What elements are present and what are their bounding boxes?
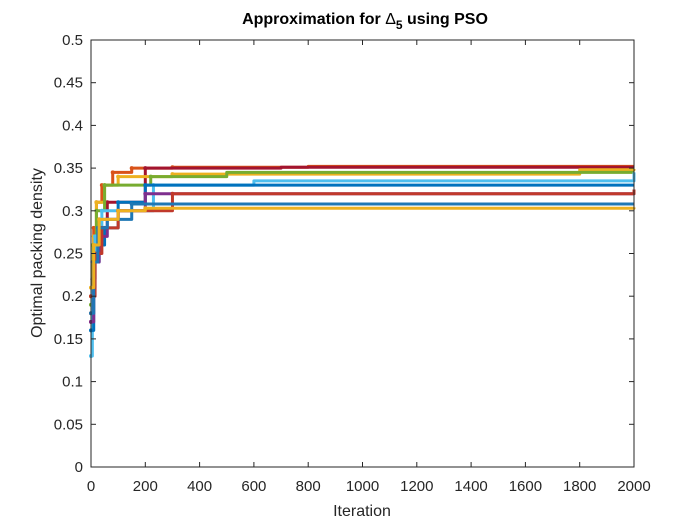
x-tick-label: 1600 [509,478,542,495]
chart-title-subscript: 5 [396,18,403,32]
series-point [170,172,175,177]
x-axis-label: Iteration [333,503,391,520]
series-point [116,208,121,213]
x-tick-label: 1200 [400,478,433,495]
chart-title-suffix: using PSO [403,11,488,28]
y-tick-label: 0.25 [54,246,83,263]
y-tick-label: 0.2 [62,288,83,305]
series-point [97,217,102,222]
series-point [143,191,148,196]
x-tick-label: 1400 [454,478,487,495]
y-tick-label: 0.3 [62,203,83,220]
y-axis-label: Optimal packing density [29,168,46,338]
y-tick-label: 0.5 [62,32,83,49]
series-point [93,234,98,239]
y-tick-label: 0 [75,459,83,476]
series-point [91,225,96,230]
x-axis: 0 200 400 600 800 1000 1200 1400 1600 1800 2000 [87,40,651,495]
series-point [143,206,148,211]
series-point [143,183,148,188]
series-line-10 [91,206,636,290]
y-tick-label: 0.1 [62,374,83,391]
y-tick-label: 0.15 [54,331,83,348]
x-tick-label: 800 [296,478,321,495]
series-point [148,174,153,179]
series-point [116,174,121,179]
plot-area [91,40,634,467]
series-point [91,242,96,247]
chart-title-symbol: Δ [385,11,396,28]
series-point [143,166,148,171]
series-point [105,200,110,205]
y-tick-label: 0.45 [54,75,83,92]
y-tick-label: 0.4 [62,117,83,134]
y-tick-label: 0.05 [54,416,83,433]
x-tick-label: 0 [87,478,95,495]
series-point [170,191,175,196]
x-tick-label: 200 [133,478,158,495]
x-tick-label: 400 [187,478,212,495]
y-axis: 0 0.05 0.1 0.15 0.2 0.25 0.3 0.35 0.4 0.45 0.5 [54,32,634,476]
chart-title-prefix: Approximation for [242,11,385,28]
series-layer [89,164,636,358]
series-point [129,201,134,206]
chart-title: Approximation for Δ5 using PSO [242,11,488,32]
x-tick-label: 1800 [563,478,596,495]
y-tick-label: 0.35 [54,160,83,177]
x-tick-label: 600 [241,478,266,495]
x-tick-label: 1000 [346,478,379,495]
x-tick-label: 2000 [617,478,650,495]
series-point [116,200,121,205]
series-point [94,208,99,213]
series-point [99,208,104,213]
series-point [102,183,107,188]
series-point [129,166,134,171]
series-point [94,200,99,205]
series-point [110,170,115,175]
